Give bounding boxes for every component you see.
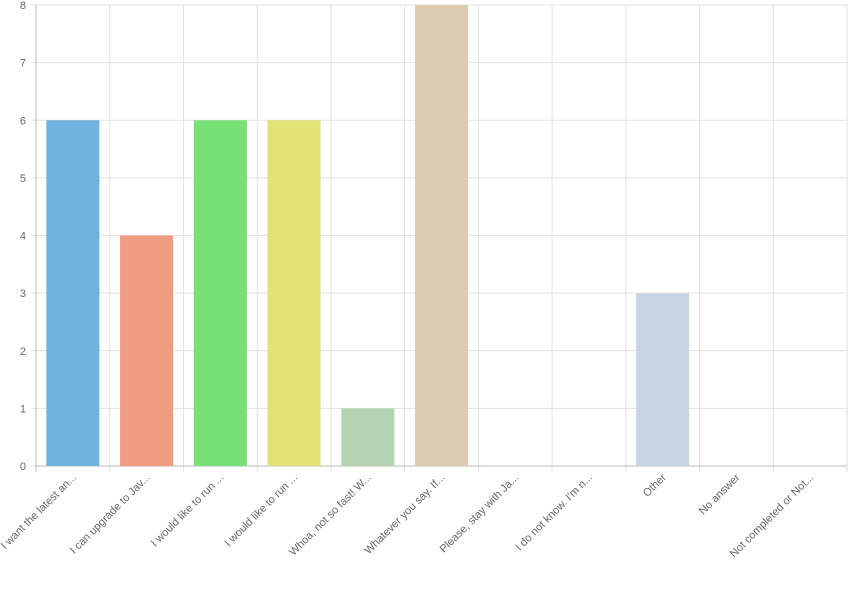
bar <box>341 408 395 466</box>
y-tick-label: 3 <box>20 288 26 300</box>
x-tick-label: I do not know. I'm n... <box>513 472 595 554</box>
y-tick-label: 1 <box>20 403 26 415</box>
bar <box>414 5 469 466</box>
y-tick-label: 5 <box>20 173 26 185</box>
x-tick-label: I would like to run ... <box>223 472 301 550</box>
x-tick-label: I can upgrade to Jav... <box>68 472 153 557</box>
x-tick-label: I want the latest an... <box>0 472 79 552</box>
y-tick-label: 4 <box>20 231 26 243</box>
x-tick-label: Other <box>641 471 669 499</box>
x-tick-label: Not completed or Not... <box>728 472 816 560</box>
bar <box>636 293 690 466</box>
bar <box>120 235 174 466</box>
x-tick-label: No answer <box>697 471 743 517</box>
y-tick-label: 2 <box>20 346 26 358</box>
bar <box>46 120 100 466</box>
x-tick-label: Whoa, not so fast! W... <box>287 472 374 559</box>
y-tick-label: 8 <box>20 0 26 12</box>
bar <box>193 120 247 466</box>
y-tick-label: 7 <box>20 58 26 70</box>
y-tick-label: 0 <box>20 461 26 473</box>
x-tick-label: I would like to run ... <box>149 472 227 550</box>
bar <box>267 120 321 466</box>
x-tick-label: Whatever you say. If... <box>362 472 447 557</box>
y-tick-label: 6 <box>20 115 26 127</box>
x-tick-label: Please, stay with Ja... <box>438 472 522 556</box>
